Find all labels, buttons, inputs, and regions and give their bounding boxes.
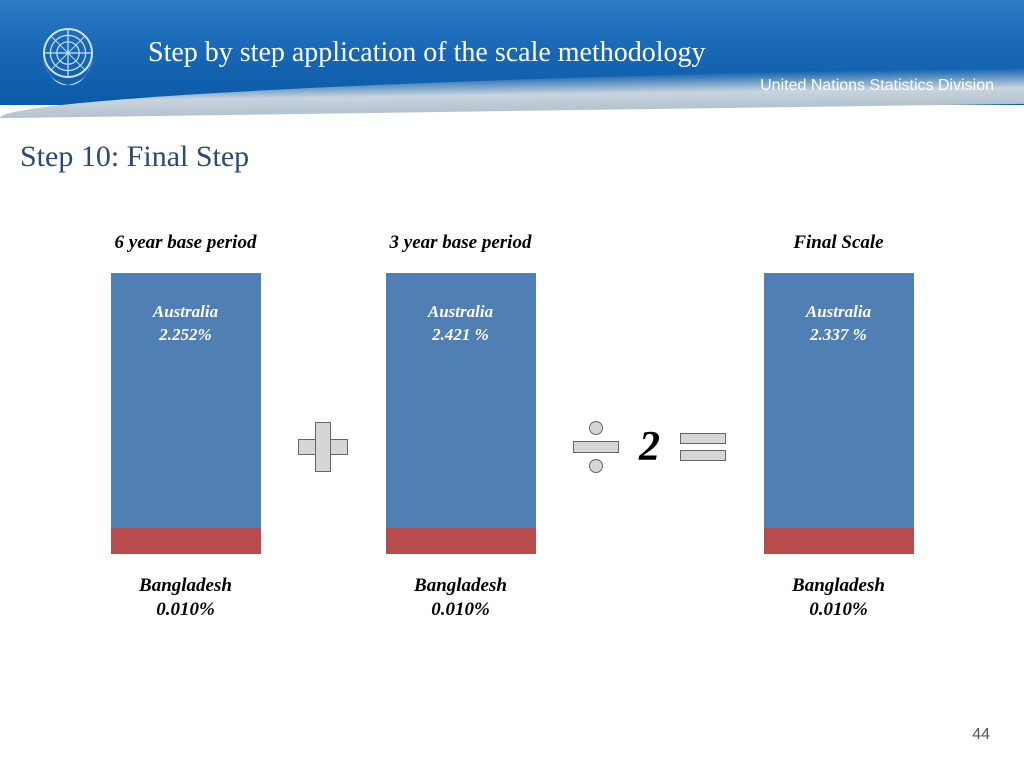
divisor-value: 2 [639,423,660,471]
footer-value: 0.010% [156,599,215,620]
bar-australia: Australia 2.421 % [386,273,536,528]
plus-icon [298,422,348,472]
bar-stack: Australia 2.337 % [764,273,914,554]
bar-bangladesh [111,528,261,554]
bar-stack: Australia 2.421 % [386,273,536,554]
plus-operator [298,233,348,588]
division-label: United Nations Statistics Division [760,77,994,95]
bar-bangladesh [386,528,536,554]
bar-value: 2.252% [159,325,211,344]
bar-country: Australia [428,302,493,321]
column-header: 6 year base period [115,199,257,255]
column-final: Final Scale Australia 2.337 % Bangladesh… [756,199,921,622]
column-footer: Bangladesh 0.010% [792,574,885,622]
footer-country: Bangladesh [414,575,507,596]
divide-equals-group: 2 [573,233,726,588]
bar-country: Australia [153,302,218,321]
equals-icon [680,433,726,461]
chart-row: 6 year base period Australia 2.252% Bang… [20,199,1004,622]
footer-value: 0.010% [809,599,868,620]
bar-value: 2.337 % [810,325,867,344]
bar-stack: Australia 2.252% [111,273,261,554]
bar-value: 2.421 % [432,325,489,344]
column-header: Final Scale [793,199,883,255]
divide-icon [573,421,619,473]
column-footer: Bangladesh 0.010% [139,574,232,622]
column-6yr: 6 year base period Australia 2.252% Bang… [103,199,268,622]
bar-bangladesh [764,528,914,554]
slide-title: Step by step application of the scale me… [148,37,706,69]
bar-country: Australia [806,302,871,321]
bar-australia: Australia 2.252% [111,273,261,528]
column-3yr: 3 year base period Australia 2.421 % Ban… [378,199,543,622]
footer-value: 0.010% [431,599,490,620]
page-number: 44 [972,726,990,744]
footer-country: Bangladesh [139,575,232,596]
step-heading: Step 10: Final Step [20,140,1004,174]
slide-header: Step by step application of the scale me… [0,0,1024,105]
un-logo [28,13,108,93]
slide-content: Step 10: Final Step 6 year base period A… [0,105,1024,622]
footer-country: Bangladesh [792,575,885,596]
bar-australia: Australia 2.337 % [764,273,914,528]
column-header: 3 year base period [390,199,532,255]
column-footer: Bangladesh 0.010% [414,574,507,622]
